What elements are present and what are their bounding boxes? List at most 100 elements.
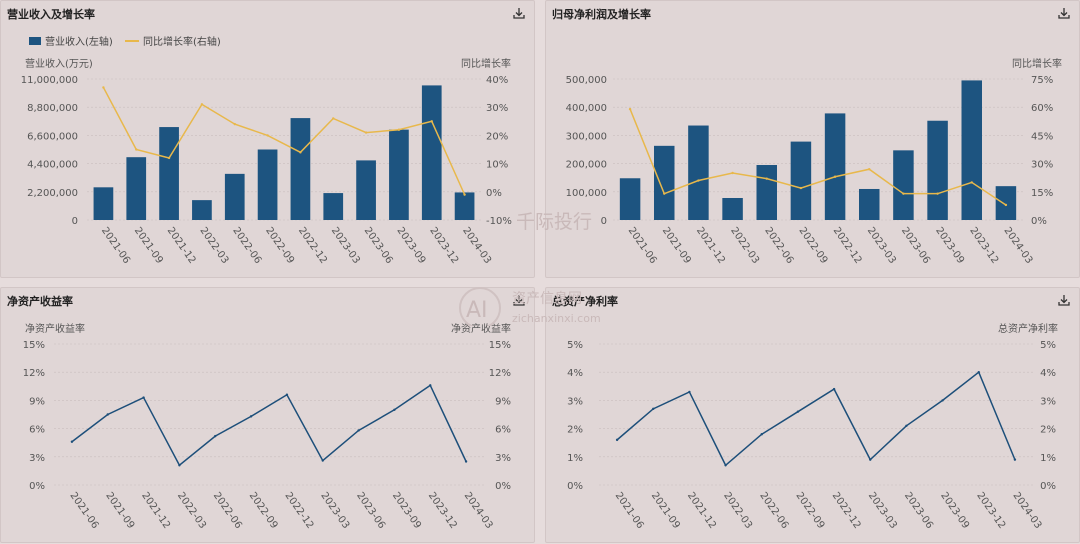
- left-tick-label: 2%: [567, 425, 583, 436]
- x-tick-label: 2021-12: [139, 490, 172, 531]
- x-tick-label: 2021-06: [613, 490, 646, 531]
- left-tick-label: 0: [601, 216, 607, 227]
- ratio-point: [615, 438, 619, 442]
- right-axis-title: 同比增长率: [1012, 57, 1062, 70]
- right-axis-title: 总资产净利率: [998, 322, 1058, 335]
- panel-net-profit: 归母净利润及增长率 归母净利润(万元)同比增长率00%100,00015%200…: [545, 0, 1080, 278]
- ratio-point: [429, 384, 432, 387]
- panel-title: 归母净利润及增长率: [552, 8, 651, 21]
- left-tick-label: 6,600,000: [27, 131, 78, 142]
- bar: [756, 165, 777, 220]
- right-tick-label: 1%: [1040, 453, 1056, 464]
- right-tick-label: 60%: [1031, 103, 1053, 114]
- left-tick-label: 0: [72, 216, 78, 227]
- right-tick-label: 4%: [1040, 368, 1056, 379]
- left-tick-label: 200,000: [566, 160, 607, 171]
- bar: [927, 120, 948, 220]
- download-icon[interactable]: [512, 293, 526, 307]
- growth-point: [628, 107, 632, 111]
- x-tick-label: 2023-03: [318, 490, 351, 531]
- x-tick-label: 2023-12: [426, 490, 459, 531]
- growth-point: [397, 128, 401, 131]
- download-icon[interactable]: [512, 6, 526, 20]
- left-tick-label: 100,000: [566, 188, 607, 199]
- x-tick-label: 2023-09: [394, 225, 427, 266]
- growth-point: [970, 181, 973, 184]
- left-tick-label: 400,000: [566, 103, 607, 114]
- left-tick-label: 5%: [567, 340, 583, 351]
- right-tick-label: -10%: [486, 216, 512, 227]
- right-tick-label: 6%: [495, 425, 511, 436]
- growth-point: [731, 171, 734, 175]
- x-tick-label: 2022-03: [721, 490, 754, 531]
- ratio-point: [652, 407, 655, 411]
- left-tick-label: 0%: [29, 481, 45, 492]
- panel-roe: 净资产收益率 净资产收益率 净资产收益率 0% 0% 3% 3% 6% 6% 9% 9% 12% 12…: [0, 287, 535, 543]
- growth-line: [629, 108, 1007, 206]
- bar: [356, 160, 376, 220]
- bar: [893, 150, 914, 220]
- right-tick-label: 0%: [495, 481, 511, 492]
- x-tick-label: 2021-09: [660, 225, 693, 266]
- bar: [224, 173, 245, 220]
- growth-point: [430, 120, 433, 123]
- right-tick-label: 30%: [1031, 160, 1053, 171]
- bar: [421, 85, 442, 220]
- x-tick-label: 2023-06: [899, 225, 932, 266]
- bar: [159, 127, 179, 220]
- download-icon[interactable]: [1057, 293, 1071, 307]
- left-tick-label: 8,800,000: [27, 103, 78, 114]
- x-tick-label: 2022-03: [197, 225, 230, 266]
- left-tick-label: 4,400,000: [27, 160, 78, 171]
- roe-chart: 净资产收益率 净资产收益率 0% 0% 3% 3% 6% 6% 9% 9% 12% 12% 15% 15%…: [23, 322, 511, 531]
- x-tick-label: 2022-12: [282, 490, 315, 531]
- x-tick-label: 2023-06: [362, 225, 395, 266]
- x-tick-label: 2021-12: [694, 225, 727, 266]
- x-tick-label: 2023-12: [974, 490, 1007, 531]
- panel-title: 营业收入及增长率: [7, 8, 95, 21]
- ratio-line: [616, 371, 1016, 467]
- ratio-point: [178, 464, 181, 467]
- right-tick-label: 30%: [486, 103, 508, 114]
- x-tick-label: 2024-03: [1001, 225, 1034, 266]
- bar: [323, 193, 344, 220]
- x-tick-label: 2021-12: [685, 490, 718, 531]
- bar: [454, 192, 475, 220]
- download-icon[interactable]: [1057, 6, 1071, 20]
- ratio-point: [977, 371, 980, 374]
- bar: [859, 188, 880, 220]
- left-tick-label: 3%: [29, 453, 45, 464]
- ratio-point: [796, 410, 800, 413]
- x-tick-label: 2021-09: [132, 225, 165, 266]
- x-tick-label: 2022-03: [728, 225, 761, 266]
- ratio-point: [760, 433, 763, 436]
- left-tick-label: 4%: [567, 368, 583, 379]
- bar: [93, 187, 114, 220]
- left-tick-label: 12%: [23, 368, 45, 379]
- growth-point: [868, 168, 871, 171]
- right-tick-label: 0%: [486, 188, 502, 199]
- net-profit-chart: 归母净利润(万元)同比增长率00%100,00015%200,00030%300…: [566, 57, 1062, 266]
- right-tick-label: 9%: [495, 396, 511, 407]
- bar: [192, 200, 212, 220]
- right-tick-label: 40%: [486, 75, 508, 86]
- ratio-line: [71, 384, 467, 467]
- ratio-point: [70, 440, 74, 443]
- x-tick-label: 2023-03: [866, 490, 899, 531]
- ratio-point: [357, 429, 360, 432]
- growth-point: [765, 177, 768, 180]
- bar: [790, 141, 812, 220]
- x-tick-label: 2022-06: [757, 490, 790, 531]
- bar: [257, 149, 278, 220]
- bar: [722, 198, 743, 220]
- panel-revenue: 营业收入及增长率 营业收入(万元) 同比增长率 0 -10% 2,200,000 0% 4,…: [0, 0, 535, 278]
- bar: [290, 118, 311, 220]
- right-tick-label: 2%: [1040, 425, 1056, 436]
- x-tick-label: 2021-06: [67, 490, 100, 531]
- left-axis-title: 净资产收益率: [25, 322, 85, 335]
- ratio-point: [941, 399, 944, 402]
- growth-point: [833, 175, 837, 178]
- legend-bar-swatch: [29, 37, 41, 45]
- x-tick-label: 2022-09: [247, 490, 280, 531]
- x-tick-label: 2023-06: [902, 490, 935, 531]
